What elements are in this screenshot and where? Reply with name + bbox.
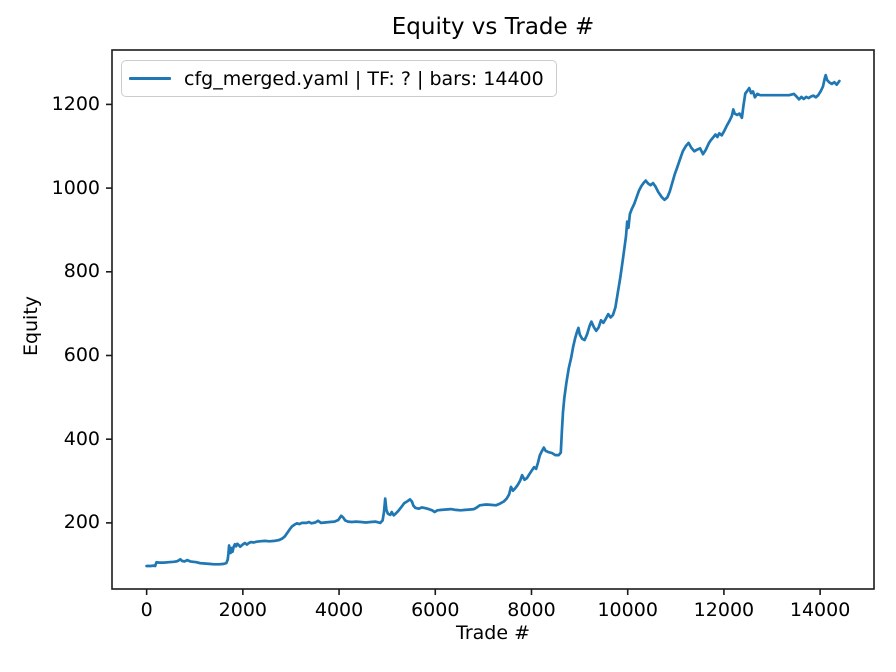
x-tick-label: 12000 bbox=[693, 599, 755, 621]
y-tick-label: 400 bbox=[63, 427, 100, 450]
x-tick-label: 14000 bbox=[789, 599, 851, 621]
equity-curve-line bbox=[145, 73, 841, 568]
y-axis-label: Equity bbox=[20, 295, 42, 357]
x-tick-label: 0 bbox=[140, 599, 153, 621]
legend: cfg_merged.yaml | TF: ? | bars: 14400 bbox=[121, 60, 557, 97]
y-tick-label: 200 bbox=[63, 511, 100, 534]
axes-frame bbox=[111, 49, 875, 590]
x-tick-label: 8000 bbox=[507, 599, 556, 621]
chart-title: Equity vs Trade # bbox=[391, 14, 595, 40]
axis-tick-marks bbox=[106, 103, 821, 595]
x-tick-label: 2000 bbox=[218, 599, 268, 621]
x-tick-label: 4000 bbox=[314, 599, 364, 621]
y-tick-label: 800 bbox=[63, 260, 100, 283]
legend-label: cfg_merged.yaml | TF: ? | bars: 14400 bbox=[184, 67, 544, 90]
legend-line-sample-icon bbox=[129, 76, 171, 81]
x-tick-label: 10000 bbox=[597, 599, 658, 621]
y-tick-label: 1200 bbox=[51, 92, 100, 115]
x-tick-label: 6000 bbox=[411, 599, 460, 621]
y-tick-label: 600 bbox=[63, 343, 100, 366]
y-tick-label: 1000 bbox=[51, 176, 100, 199]
x-axis-label: Trade # bbox=[456, 622, 530, 644]
